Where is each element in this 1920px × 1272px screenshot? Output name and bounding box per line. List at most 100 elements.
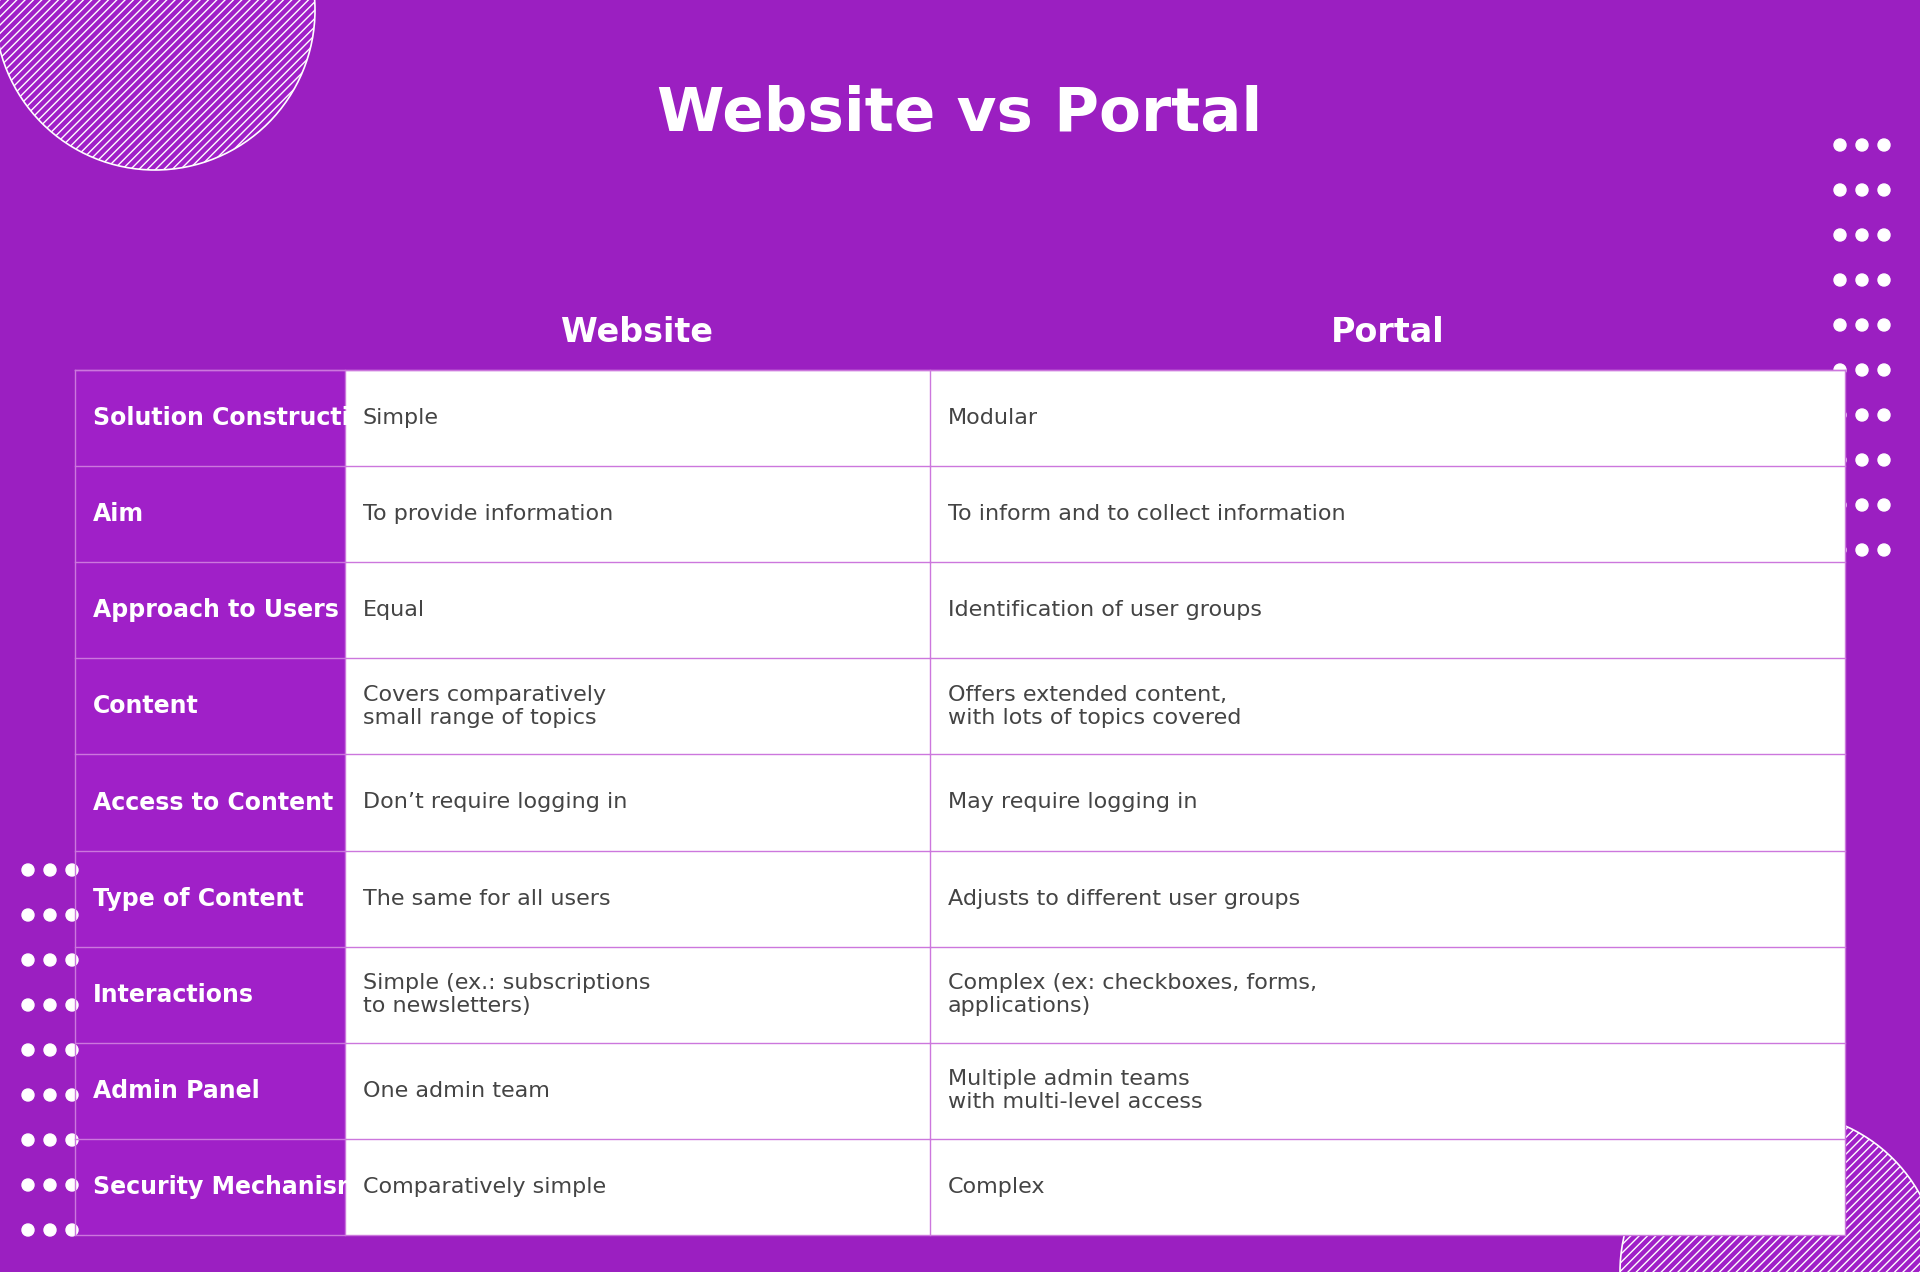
Circle shape [1834, 499, 1845, 511]
Bar [75, 466, 1845, 562]
Bar [75, 946, 346, 1043]
Bar [75, 1138, 346, 1235]
Bar [75, 659, 1845, 754]
Text: Offers extended content,
with lots of topics covered: Offers extended content, with lots of to… [948, 684, 1242, 728]
Text: To inform and to collect information: To inform and to collect information [948, 504, 1346, 524]
Bar [75, 562, 1845, 659]
Circle shape [1834, 410, 1845, 421]
Circle shape [1857, 273, 1868, 286]
Circle shape [21, 1179, 35, 1191]
Text: Admin Panel: Admin Panel [92, 1079, 259, 1103]
Circle shape [1857, 319, 1868, 331]
Circle shape [65, 954, 79, 965]
Bar [75, 754, 346, 851]
Bar [75, 946, 1845, 1043]
Circle shape [1878, 544, 1889, 556]
Circle shape [1878, 273, 1889, 286]
Bar [75, 562, 346, 659]
Bar [75, 1138, 1845, 1235]
Circle shape [1878, 319, 1889, 331]
Bar [75, 1043, 1845, 1138]
Circle shape [44, 1179, 56, 1191]
Circle shape [1834, 319, 1845, 331]
Text: To provide information: To provide information [363, 504, 612, 524]
Circle shape [44, 909, 56, 921]
Circle shape [1857, 544, 1868, 556]
Circle shape [1878, 184, 1889, 196]
Bar [75, 370, 346, 466]
Circle shape [1878, 410, 1889, 421]
Text: Type of Content: Type of Content [92, 887, 303, 911]
Circle shape [21, 1135, 35, 1146]
Circle shape [1834, 544, 1845, 556]
Text: Multiple admin teams
with multi-level access: Multiple admin teams with multi-level ac… [948, 1070, 1202, 1113]
Circle shape [1834, 273, 1845, 286]
Circle shape [1878, 499, 1889, 511]
Text: Covers comparatively
small range of topics: Covers comparatively small range of topi… [363, 684, 607, 728]
Circle shape [21, 954, 35, 965]
Circle shape [1834, 139, 1845, 151]
Circle shape [65, 1135, 79, 1146]
Text: Interactions: Interactions [92, 983, 253, 1006]
Bar [75, 851, 346, 946]
Text: Adjusts to different user groups: Adjusts to different user groups [948, 889, 1300, 908]
Circle shape [1834, 454, 1845, 466]
Circle shape [65, 1224, 79, 1236]
Circle shape [1857, 364, 1868, 377]
Bar [75, 370, 1845, 466]
Text: Complex (ex: checkboxes, forms,
applications): Complex (ex: checkboxes, forms, applicat… [948, 973, 1317, 1016]
Circle shape [21, 909, 35, 921]
Circle shape [44, 1089, 56, 1102]
Circle shape [1857, 499, 1868, 511]
Circle shape [44, 999, 56, 1011]
Circle shape [65, 909, 79, 921]
Text: Identification of user groups: Identification of user groups [948, 600, 1261, 621]
Bar [75, 1043, 346, 1138]
Text: Approach to Users: Approach to Users [92, 598, 338, 622]
Text: Portal: Portal [1331, 315, 1444, 349]
Text: Modular: Modular [948, 408, 1039, 429]
Circle shape [21, 1089, 35, 1102]
Text: Website vs Portal: Website vs Portal [657, 85, 1263, 145]
Text: Aim: Aim [92, 502, 144, 527]
Circle shape [21, 1224, 35, 1236]
Circle shape [21, 999, 35, 1011]
Bar [75, 851, 1845, 946]
Circle shape [1878, 229, 1889, 240]
Text: Complex: Complex [948, 1177, 1046, 1197]
Circle shape [1857, 229, 1868, 240]
Circle shape [44, 1224, 56, 1236]
Text: Content: Content [92, 695, 200, 719]
Text: Website: Website [561, 315, 714, 349]
Text: Simple (ex.: subscriptions
to newsletters): Simple (ex.: subscriptions to newsletter… [363, 973, 651, 1016]
Circle shape [0, 0, 315, 170]
Circle shape [1834, 229, 1845, 240]
Text: Comparatively simple: Comparatively simple [363, 1177, 607, 1197]
Circle shape [1834, 184, 1845, 196]
Circle shape [65, 1089, 79, 1102]
Circle shape [65, 1044, 79, 1056]
Circle shape [1857, 410, 1868, 421]
Circle shape [1878, 139, 1889, 151]
Text: The same for all users: The same for all users [363, 889, 611, 908]
Circle shape [44, 1135, 56, 1146]
Circle shape [1857, 184, 1868, 196]
Text: Simple: Simple [363, 408, 440, 429]
Text: Don’t require logging in: Don’t require logging in [363, 792, 628, 813]
Text: Equal: Equal [363, 600, 424, 621]
Circle shape [21, 864, 35, 876]
Circle shape [1878, 364, 1889, 377]
Bar [75, 659, 346, 754]
Text: May require logging in: May require logging in [948, 792, 1198, 813]
Circle shape [65, 864, 79, 876]
Text: Solution Construction: Solution Construction [92, 406, 382, 430]
Circle shape [44, 954, 56, 965]
Bar [75, 466, 346, 562]
Circle shape [1620, 1112, 1920, 1272]
Circle shape [1857, 454, 1868, 466]
Circle shape [1878, 454, 1889, 466]
Circle shape [21, 1044, 35, 1056]
Text: Access to Content: Access to Content [92, 790, 334, 814]
Text: Security Mechanisms: Security Mechanisms [92, 1175, 376, 1199]
Circle shape [65, 1179, 79, 1191]
